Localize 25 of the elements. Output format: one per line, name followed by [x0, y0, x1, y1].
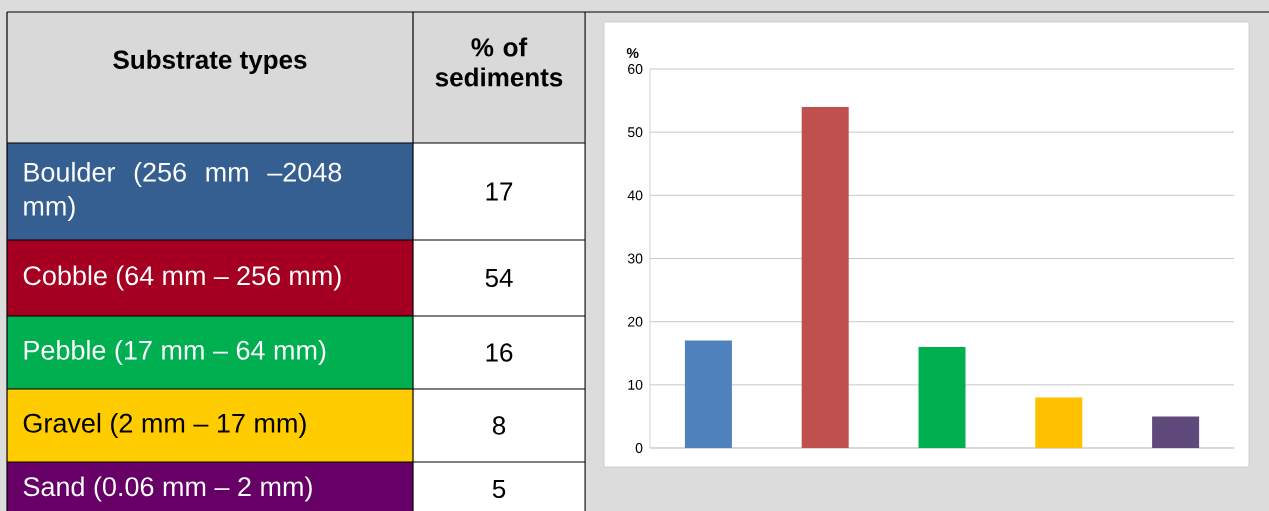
category-label: Gravel (2 mm – 17 mm) [23, 412, 306, 439]
bar [1035, 397, 1083, 448]
bar [684, 340, 732, 448]
text: % of sediments [435, 37, 563, 87]
y-tick-label: 0 [635, 443, 643, 453]
category-label: Pebble (17 mm – 64 mm) [24, 339, 326, 366]
y-tick-label: 40 [627, 190, 643, 201]
category-label: Boulder (256 mm –2048 mm) [24, 161, 342, 222]
data-label: 16 [486, 343, 513, 362]
text: Substrate types [113, 49, 307, 75]
y-tick-label: 20 [628, 316, 643, 327]
data-label: 54 [485, 268, 513, 288]
data-label: 8 [492, 416, 506, 435]
y-tick-label: 10 [628, 379, 643, 390]
category-label: Sand (0.06 mm – 2 mm) [23, 476, 312, 502]
bar [1152, 416, 1200, 448]
bar [918, 346, 966, 448]
y-tick-label: 60 [628, 64, 643, 74]
category-label: Cobble (64 mm – 256 mm) [23, 265, 341, 291]
y-axis-title: % [626, 48, 639, 58]
bar [801, 106, 849, 448]
data-label: 17 [486, 182, 513, 201]
y-tick-label: 30 [627, 253, 643, 264]
y-tick-label: 50 [627, 127, 643, 138]
data-label: 5 [492, 479, 506, 499]
